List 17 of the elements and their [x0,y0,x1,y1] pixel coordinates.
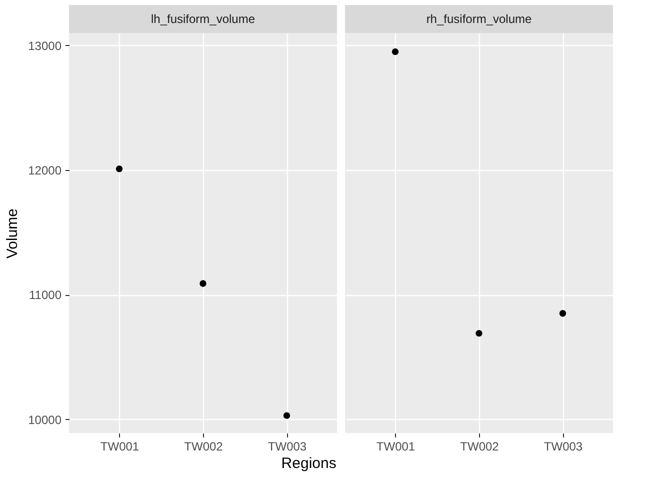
point [200,280,206,287]
point [116,165,123,172]
y-tick-label: 12000 [28,164,62,178]
x-tick-label: TW003 [544,440,583,454]
chart-title: rh_fusiform_volume [426,12,532,26]
x-tick-label: TW001 [376,440,416,454]
y-tick-label: 13000 [28,38,62,53]
chart-title: lh_fusiform_volume [150,12,256,26]
x-axis-title: Regions [281,455,336,472]
x-tick-label: TW002 [460,440,500,454]
y-tick-label: 11000 [29,288,62,302]
x-tick-label: TW003 [268,440,307,454]
x-tick-label: TW002 [184,440,224,454]
point [283,412,290,419]
x-tick-label: TW001 [100,440,140,454]
y-tick-label: 10000 [28,412,62,427]
y-axis-title: Volume [4,208,22,259]
